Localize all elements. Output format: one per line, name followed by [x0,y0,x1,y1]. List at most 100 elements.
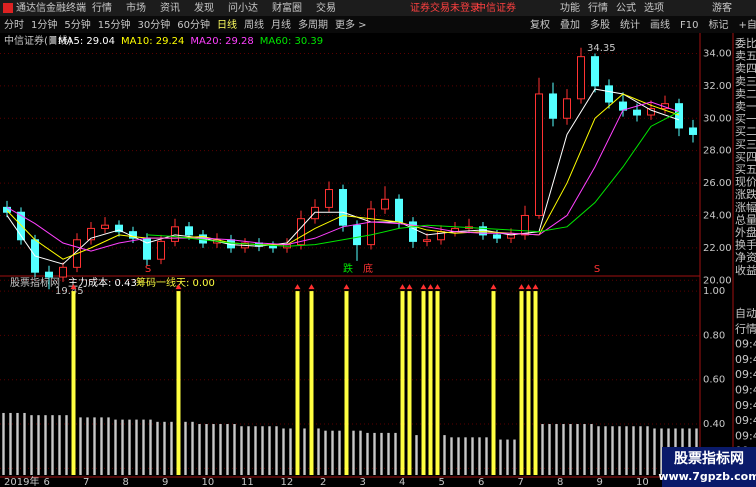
broker[interactable]: 中信证券 [476,1,516,14]
menu-item[interactable]: 财富圈 [272,1,302,14]
menu-item[interactable]: 市场 [126,1,146,14]
cost-bar [142,419,145,475]
signal-bar [428,291,433,475]
period-tab[interactable]: 多周期 [298,18,328,31]
cost-bar [107,417,110,475]
quote-label: 涨跌 [735,187,756,201]
signal-bar [71,291,76,475]
menu-item[interactable]: 问小达 [228,1,258,14]
x-tick-label: 7 [518,477,524,487]
login-status[interactable]: 证券交易未登录 [410,1,480,14]
period-tab[interactable]: 更多 > [335,18,367,31]
menu-item[interactable]: 选项 [644,1,664,14]
signal-bar [526,291,531,475]
quote-label: 买三 [735,138,756,151]
legend-entry: MA10: 29.24 [121,36,184,47]
user[interactable]: 游客 [712,1,732,14]
cost-bar [191,421,194,475]
cost-bar [618,426,621,475]
signal-arrow [525,284,532,290]
period-tab[interactable]: 5分钟 [64,18,90,31]
candle-body [647,108,655,116]
tool-button[interactable]: 画线 [650,18,670,31]
candle-body [577,56,585,100]
tool-button[interactable]: 叠加 [560,19,580,31]
tool-button[interactable]: +自选 [738,18,756,31]
cost-bar [156,421,159,475]
period-tab[interactable]: 30分钟 [137,18,170,31]
candle-body [493,234,501,239]
candle-body [157,240,165,260]
period-tab[interactable]: 60分钟 [177,18,210,31]
period-tab[interactable]: 1分钟 [31,18,57,31]
signal-arrow [175,284,182,290]
x-tick-label: 2 [320,477,326,487]
candle-body [171,226,179,242]
tool-button[interactable]: 多股 [590,18,610,31]
legend-entry: MA60: 30.39 [260,36,323,47]
toolbar [0,16,756,33]
ma-line [6,101,680,252]
candle-body [521,214,529,236]
tool-button[interactable]: 标记 [708,19,728,31]
cost-bar [625,426,628,475]
candle-body [325,189,333,208]
cost-bar [415,435,418,475]
x-tick-label: 3 [360,477,366,487]
signal-bar [344,291,349,475]
signal-arrow [420,284,427,290]
period-tab[interactable]: 日线 [217,18,237,31]
menu-item[interactable]: 资讯 [160,2,180,14]
cost-bar [121,419,124,475]
signal-bar [435,291,440,475]
cost-bar [443,435,446,475]
candle-body [591,56,599,87]
cost-bar [387,432,390,475]
trade-time: 09:47 [735,384,756,397]
quote-label: 卖一 [735,100,756,113]
candle-body [381,198,389,210]
cost-bar [499,439,502,475]
quote-label: 卖二 [735,87,756,100]
signal-arrow [532,284,539,290]
quote-label: 收益 [735,263,756,277]
candle-body [353,224,361,246]
tool-button[interactable]: 复权 [530,18,550,31]
cost-bar [247,426,250,475]
tool-button[interactable]: 统计 [620,18,640,31]
menu-item[interactable]: 交易 [316,1,336,14]
menu-item[interactable]: 公式 [616,1,636,14]
cost-bar [170,421,173,475]
menu-item[interactable]: 行情 [92,1,112,14]
signal-bar [421,291,426,475]
cost-bar [212,424,215,475]
menu-item[interactable]: 行情 [588,1,608,14]
signal-arrow [406,284,413,290]
cost-bar [639,426,642,475]
indicator-title: 股票指标网 [10,276,60,289]
y-tick-label: 32.00 [703,81,732,92]
quote-label: 委比 [735,37,756,50]
y-tick-label: 20.00 [703,275,732,286]
period-tab[interactable]: 周线 [244,18,264,31]
cost-bar [100,417,103,475]
period-tab[interactable]: 月线 [271,18,291,31]
low-annotation: 19.45 [55,286,84,297]
menu-item[interactable]: 发现 [194,1,214,14]
tool-button[interactable]: F10 [680,20,698,31]
cost-bar [562,424,565,475]
candle-body [311,206,319,220]
cost-bar [128,419,131,475]
cost-bar [366,432,369,475]
cost-bar [653,428,656,475]
signal-bar [491,291,496,475]
period-tab[interactable]: 15分钟 [98,18,131,31]
cost-bar [135,419,138,475]
signal-arrow [518,284,525,290]
period-tab[interactable]: 分时 [4,19,24,31]
cost-bar [464,437,467,475]
candle-body [339,189,347,226]
indicator-label: 主力成本: 0.43 [68,276,137,289]
menu-item[interactable]: 功能 [560,1,580,14]
cost-bar [583,424,586,475]
